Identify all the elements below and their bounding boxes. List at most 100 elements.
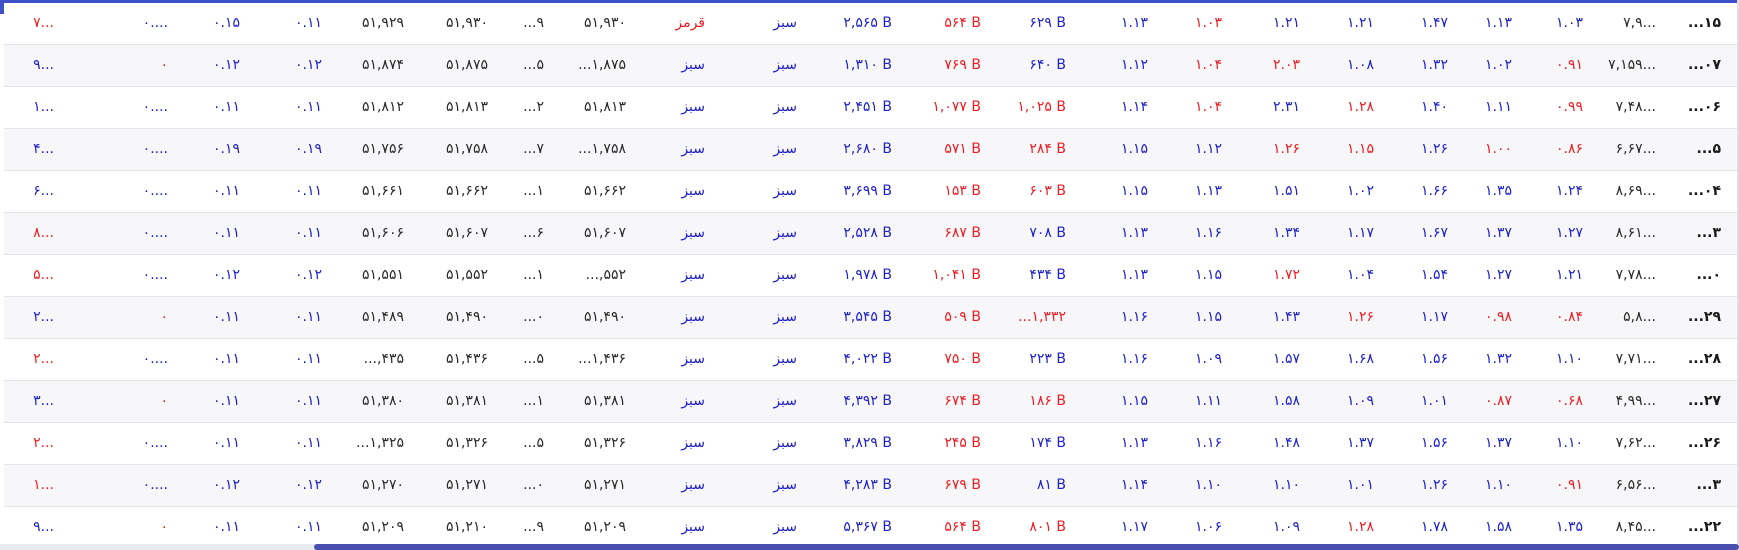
ratio-cell-6: ۱.۳۲ <box>1484 351 1512 367</box>
table-row[interactable]: ۶... ۰.... ۰.۱۱ ۰.۱۱ ۵۱,۶۶۱ ۵۱,۶۶۲ ...۱ ۵۱,۶۶۲ س… <box>4 171 1739 213</box>
value-cell-2: ۱۵۳ B <box>944 183 981 199</box>
symbol-cell: ...۳ <box>1696 225 1722 241</box>
ratio-cell-1: ۱.۱۴ <box>1120 99 1148 115</box>
value-cell-2: ۷۶۹ B <box>944 57 981 73</box>
ratio-cell-6: ۰.۸۷ <box>1484 393 1512 409</box>
ratio-cell-4: ۱.۲۸ <box>1346 519 1374 535</box>
signal-cell-1: قرمز <box>675 15 705 31</box>
value-cell-3: ۱۷۴ B <box>1029 435 1066 451</box>
table-row[interactable]: ۹... ۰ ۰.۱۲ ۰.۱۲ ۵۱,۸۷۴ ۵۱,۸۷۵ ...۵ ...۱,۸۷۵ سبز… <box>4 45 1739 87</box>
col-1-cell: ۲... <box>33 309 54 325</box>
value-cell-1: ۱,۳۱۰ B <box>843 57 892 73</box>
value-cell-1: ۴,۳۹۲ B <box>843 393 892 409</box>
ratio-cell-3: ۱.۷۲ <box>1272 267 1300 283</box>
table-row[interactable]: ۱... ۰.... ۰.۱۲ ۰.۱۲ ۵۱,۲۷۰ ۵۱,۲۷۱ ...۰ ۵۱,۲۷۱ س… <box>4 465 1739 507</box>
col-8-cell: ۵۱,۶۶۲ <box>583 183 626 199</box>
col-3-cell: ۰.۱۱ <box>212 309 240 325</box>
table-row[interactable]: ۲... ۰.... ۰.۱۱ ۰.۱۱ ...,۴۳۵ ۵۱,۴۳۶ ...۵ ...۱,۴… <box>4 339 1739 381</box>
col-4-cell: ۰.۱۱ <box>294 393 322 409</box>
col-8-cell: ...۱,۷۵۸ <box>578 141 626 157</box>
col-5-cell: ۵۱,۳۸۰ <box>361 393 404 409</box>
ratio-cell-3: ۱.۲۶ <box>1272 141 1300 157</box>
symbol-cell: ...۲۸ <box>1687 351 1721 367</box>
table-row[interactable]: ۸... ۰.... ۰.۱۱ ۰.۱۱ ۵۱,۶۰۶ ۵۱,۶۰۷ ...۶ ۵۱,۶۰۷ س… <box>4 213 1739 255</box>
ratio-cell-5: ۱.۶۷ <box>1420 225 1448 241</box>
signal-cell-2: سبز <box>773 99 797 115</box>
value-cell-3: ۲۸۴ B <box>1029 141 1066 157</box>
col-8-cell: ۵۱,۸۱۳ <box>583 99 626 115</box>
col-1-cell: ۵... <box>33 267 54 283</box>
table-row[interactable]: ۳... ۰ ۰.۱۱ ۰.۱۱ ۵۱,۳۸۰ ۵۱,۳۸۱ ...۱ ۵۱,۳۸۱ سبز سب… <box>4 381 1739 423</box>
symbol-cell: ...۱۵ <box>1687 15 1721 31</box>
ratio-cell-1: ۱.۱۳ <box>1120 225 1148 241</box>
table-row[interactable]: ۵... ۰.... ۰.۱۲ ۰.۱۲ ۵۱,۵۵۱ ۵۱,۵۵۲ ...۱ ...,۵۵۲… <box>4 255 1739 297</box>
col-7-cell: ...۱ <box>523 393 544 409</box>
col-5-cell: ۵۱,۹۲۹ <box>361 15 404 31</box>
col-6-cell: ۵۱,۸۱۳ <box>445 99 488 115</box>
signal-cell-1: سبز <box>681 57 705 73</box>
ratio-cell-1: ۱.۱۲ <box>1120 57 1148 73</box>
col-7-cell: ...۹ <box>523 519 544 535</box>
ratio-cell-1: ۱.۱۳ <box>1120 267 1148 283</box>
volume-cell: ۶,۶۷... <box>1615 141 1656 157</box>
table-row[interactable]: ۲... ۰.... ۰.۱۱ ۰.۱۱ ...۱,۳۲۵ ۵۱,۳۲۶ ...۵ ۵۱,۳۲… <box>4 423 1739 465</box>
ratio-cell-4: ۱.۲۸ <box>1346 99 1374 115</box>
col-6-cell: ۵۱,۲۷۱ <box>445 477 488 493</box>
col-2-cell: ۰ <box>160 519 168 535</box>
ratio-cell-2: ۱.۱۱ <box>1194 393 1222 409</box>
col-7-cell: ...۶ <box>523 225 544 241</box>
table-row[interactable]: ۷... ۰.... ۰.۱۵ ۰.۱۱ ۵۱,۹۲۹ ۵۱,۹۳۰ ...۹ ۵۱,۹۳۰ ق… <box>4 3 1739 45</box>
value-cell-3: ۸۱ B <box>1036 477 1066 493</box>
ratio-cell-6: ۱.۱۳ <box>1484 15 1512 31</box>
ratio-cell-3: ۱.۵۸ <box>1272 393 1300 409</box>
col-1-cell: ۲... <box>33 435 54 451</box>
col-4-cell: ۰.۱۱ <box>294 519 322 535</box>
ratio-cell-2: ۱.۱۲ <box>1194 141 1222 157</box>
signal-cell-1: سبز <box>681 477 705 493</box>
col-6-cell: ۵۱,۶۰۷ <box>445 225 488 241</box>
table-row[interactable]: ۱... ۰.... ۰.۱۱ ۰.۱۱ ۵۱,۸۱۲ ۵۱,۸۱۳ ...۲ ۵۱,۸۱۳ س… <box>4 87 1739 129</box>
signal-cell-2: سبز <box>773 141 797 157</box>
ratio-cell-2: ۱.۰۴ <box>1194 99 1222 115</box>
ratio-cell-1: ۱.۱۵ <box>1120 141 1148 157</box>
col-8-cell: ۵۱,۴۹۰ <box>583 309 626 325</box>
table-row[interactable]: ۹... ۰ ۰.۱۱ ۰.۱۱ ۵۱,۲۰۹ ۵۱,۲۱۰ ...۹ ۵۱,۲۰۹ سبز سب… <box>4 507 1739 549</box>
volume-cell: ۵,۸... <box>1623 309 1656 325</box>
col-4-cell: ۰.۱۲ <box>294 267 322 283</box>
value-cell-3: ۱۸۶ B <box>1029 393 1066 409</box>
ratio-cell-5: ۱.۳۲ <box>1420 57 1448 73</box>
signal-cell-2: سبز <box>773 57 797 73</box>
ratio-cell-5: ۱.۰۱ <box>1420 393 1448 409</box>
value-cell-2: ۵۶۴ B <box>944 519 981 535</box>
col-8-cell: ۵۱,۲۰۹ <box>583 519 626 535</box>
ratio-cell-2: ۱.۰۹ <box>1194 351 1222 367</box>
col-4-cell: ۰.۱۱ <box>294 309 322 325</box>
ratio-cell-2: ۱.۱۰ <box>1194 477 1222 493</box>
value-cell-3: ۱,۰۲۵ B <box>1017 99 1066 115</box>
ratio-cell-6: ۱.۱۱ <box>1484 99 1512 115</box>
ratio-cell-7: ۱.۱۰ <box>1555 435 1583 451</box>
ratio-cell-5: ۱.۱۷ <box>1420 309 1448 325</box>
col-3-cell: ۰.۱۱ <box>212 99 240 115</box>
table-row[interactable]: ۲... ۰ ۰.۱۱ ۰.۱۱ ۵۱,۴۸۹ ۵۱,۴۹۰ ...۰ ۵۱,۴۹۰ سبز سب… <box>4 297 1739 339</box>
value-cell-3: ۸۰۱ B <box>1029 519 1066 535</box>
ratio-cell-2: ۱.۱۶ <box>1194 225 1222 241</box>
ratio-cell-7: ۰.۸۶ <box>1555 141 1583 157</box>
value-cell-1: ۳,۶۹۹ B <box>843 183 892 199</box>
volume-cell: ۷,۱۵۹... <box>1608 57 1656 73</box>
ratio-cell-5: ۱.۵۶ <box>1420 435 1448 451</box>
volume-cell: ۷,۹... <box>1623 15 1656 31</box>
ratio-cell-7: ۱.۲۴ <box>1555 183 1583 199</box>
ratio-cell-2: ۱.۰۶ <box>1194 519 1222 535</box>
col-6-cell: ۵۱,۵۵۲ <box>445 267 488 283</box>
signal-cell-2: سبز <box>773 477 797 493</box>
value-cell-3: ۶۴۰ B <box>1029 57 1066 73</box>
col-2-cell: ۰.... <box>142 267 168 283</box>
ratio-cell-4: ۱.۰۱ <box>1346 477 1374 493</box>
table-row[interactable]: ۴... ۰.... ۰.۱۹ ۰.۱۹ ۵۱,۷۵۶ ۵۱,۷۵۸ ...۷ ...۱,۷۵… <box>4 129 1739 171</box>
col-1-cell: ۹... <box>33 519 54 535</box>
horizontal-scrollbar-thumb[interactable] <box>314 544 1739 550</box>
ratio-cell-4: ۱.۱۵ <box>1346 141 1374 157</box>
col-4-cell: ۰.۱۱ <box>294 183 322 199</box>
ratio-cell-1: ۱.۱۳ <box>1120 15 1148 31</box>
